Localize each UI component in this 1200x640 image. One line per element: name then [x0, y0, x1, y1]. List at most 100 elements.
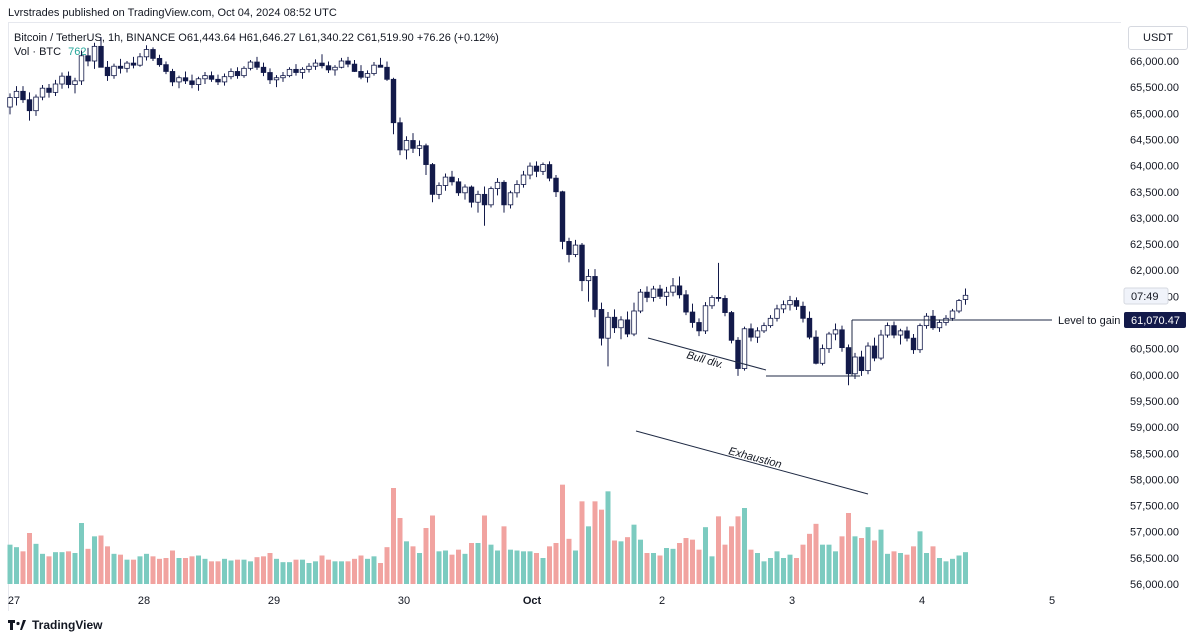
candle-down [871, 345, 878, 359]
price-tick-label: 64,000.00 [1130, 161, 1179, 173]
candle-up [52, 83, 59, 93]
candle-down [598, 309, 605, 339]
volume-bar-up [755, 553, 760, 584]
volume-bar-up [852, 536, 858, 584]
volume-bar-up [787, 554, 793, 584]
candle-up [416, 145, 423, 149]
volume-bar-up [540, 558, 546, 584]
candle-down [319, 62, 325, 67]
tradingview-footer[interactable]: TradingView [8, 618, 102, 632]
candle-down [579, 244, 585, 282]
volume-bar-down [150, 556, 156, 584]
candle-up [605, 316, 611, 339]
volume-bar-down [891, 551, 897, 584]
volume-bar-down [716, 516, 721, 584]
volume-bar-down [209, 561, 214, 584]
volume-bar-down [189, 556, 195, 584]
volume-bar-up [222, 558, 227, 584]
candle-down [735, 339, 741, 369]
candle-down [624, 319, 631, 335]
symbol-title[interactable]: Bitcoin / TetherUS, 1h, BINANCE [14, 32, 176, 44]
candle-up [670, 285, 676, 293]
candle-down [839, 329, 845, 349]
candle-down [377, 64, 384, 68]
volume-bar-down [410, 546, 416, 584]
candle-up [488, 188, 494, 206]
candle-down [423, 145, 429, 165]
ohlc-high: H61,646.27 [238, 32, 296, 44]
countdown-label: 07:49 [1131, 291, 1159, 303]
volume-bar-down [352, 558, 357, 584]
candle-down [189, 80, 195, 85]
volume-bar-up [274, 558, 279, 584]
volume-bar-up [521, 551, 526, 584]
price-tick-label: 57,000.00 [1130, 527, 1179, 539]
candle-up [917, 325, 923, 351]
volume-bar-down [449, 554, 455, 584]
candle-down [65, 75, 72, 85]
candle-down [208, 75, 215, 80]
chart-pane[interactable] [8, 22, 1121, 611]
volume-bar-up [586, 526, 591, 584]
volume-bar-up [137, 556, 143, 584]
candle-down [904, 330, 910, 339]
ohlc-low: L61,340.22 [298, 32, 354, 44]
volume-bar-down [358, 555, 364, 584]
candle-up [202, 75, 208, 80]
candle-up [78, 55, 85, 82]
volume-bar-down [813, 523, 819, 584]
price-tick-label: 63,500.00 [1130, 187, 1179, 199]
volume-bar-down [735, 516, 741, 584]
candle-down [930, 315, 936, 329]
volume-bar-up [774, 551, 780, 584]
candle-down [806, 317, 813, 338]
volume-bar-down [163, 558, 169, 584]
price-tick-label: 65,000.00 [1130, 108, 1179, 120]
volume-bar-up [956, 555, 962, 584]
candle-up [527, 165, 533, 176]
volume-bar-down [261, 556, 266, 584]
candle-up [826, 333, 832, 350]
candle-down [683, 294, 689, 313]
volume-bar-down [930, 546, 936, 584]
volume-bar-up [488, 544, 494, 584]
volume-bar-down [794, 558, 799, 584]
candle-up [878, 334, 884, 359]
currency-selector[interactable]: USDT [1128, 26, 1188, 50]
candle-down [546, 164, 553, 179]
volume-bar-down [683, 538, 689, 584]
volume-bar-up [462, 553, 468, 584]
volume-bar-up [332, 561, 338, 584]
candle-up [956, 300, 962, 312]
volume-bar-up [495, 550, 500, 584]
candle-down [553, 177, 559, 193]
candle-up [286, 68, 293, 77]
volume-bar-up [72, 553, 78, 584]
volume-bar-down [345, 561, 351, 584]
volume-bar-up [59, 552, 65, 584]
candle-down [254, 61, 260, 68]
candle-up [195, 78, 202, 85]
volume-bar-up [898, 553, 903, 584]
candle-down [410, 140, 416, 149]
volume-bar-down [501, 526, 507, 584]
volume-bar-down [157, 558, 162, 584]
ohlc-change: +76.26 (+0.12%) [416, 32, 499, 44]
volume-bar-down [534, 553, 539, 584]
candle-down [793, 300, 800, 307]
published-caption: Lvrstrades published on TradingView.com,… [8, 7, 337, 19]
time-tick-label: Oct [523, 595, 542, 607]
volume-bar-down [872, 540, 877, 584]
exhaustion-trendline [635, 430, 869, 495]
volume-label[interactable]: Vol · BTC [14, 46, 62, 58]
volume-bar-up [53, 552, 58, 584]
volume-bar-up [300, 559, 305, 584]
candle-up [787, 300, 793, 306]
volume-bar-up [92, 536, 97, 584]
volume-bar-up [605, 491, 611, 584]
candle-up [631, 310, 637, 335]
volume-bar-down [430, 515, 435, 584]
candle-down [234, 71, 241, 77]
volume-bar-up [781, 558, 786, 584]
